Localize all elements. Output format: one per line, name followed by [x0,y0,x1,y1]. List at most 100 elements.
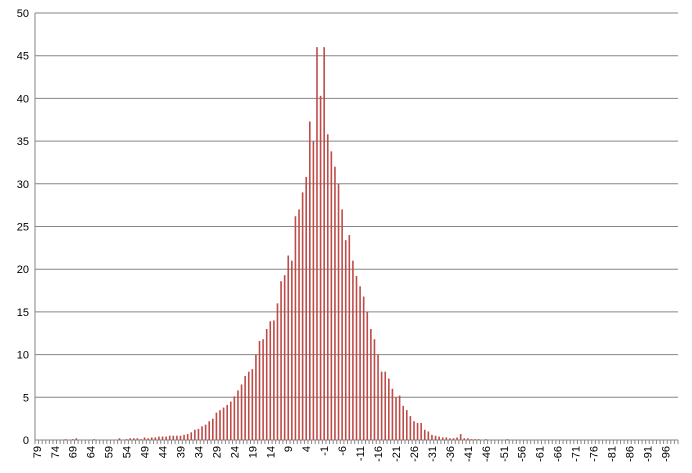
y-tick-label: 15 [17,307,29,319]
bar [280,281,282,440]
x-tick-label: -41 [463,446,475,462]
x-tick-label: 24 [229,446,241,458]
bar [395,397,397,440]
bar [391,388,394,440]
bar [319,95,322,440]
bar [255,354,257,440]
bar [452,438,455,440]
x-tick-label: 34 [193,446,205,458]
bar [438,436,440,440]
bar [348,235,351,440]
bar [431,434,433,440]
bar [485,439,487,440]
bar [456,437,458,440]
bar [132,438,135,440]
bar [215,412,218,440]
bar [208,421,211,440]
x-tick-label: 49 [140,446,152,458]
bar [416,422,419,440]
x-tick-label: -11 [355,446,367,461]
x-tick-label: 14 [265,446,277,458]
bar [355,276,358,440]
x-tick-label: 19 [247,446,259,458]
bar [219,410,221,440]
x-tick-label: -31 [427,446,439,462]
bar [334,166,336,440]
x-tick-label: -96 [660,446,672,462]
bar [136,438,139,440]
bar [154,437,157,440]
y-tick-label: 40 [17,93,29,105]
x-tick-label: 59 [104,446,116,458]
bar [398,395,401,440]
bar [477,439,480,440]
bar [384,371,387,440]
bar [298,209,300,440]
bar [229,401,232,440]
x-tick-label: -76 [589,446,601,462]
x-tick-label: -6 [337,446,349,456]
bar [251,369,254,440]
x-tick-label: -66 [553,446,565,462]
x-tick-label: -56 [517,446,529,462]
bar [258,340,261,440]
x-tick-label: -51 [499,446,511,462]
bar [158,436,160,440]
x-tick-label: 74 [50,446,62,458]
bar [370,328,372,440]
bar [222,407,225,440]
bar [352,260,354,440]
bar [201,426,203,440]
y-tick-label: 25 [17,222,29,234]
bar [276,303,279,440]
bar [176,435,178,440]
bar [75,438,78,440]
bar [125,439,128,440]
bar [212,418,214,440]
bar [474,439,476,440]
y-tick-label: 35 [17,136,29,148]
bar [273,320,275,440]
y-tick-label: 45 [17,51,29,63]
bar [233,396,236,440]
bar [168,435,171,440]
x-tick-label: -81 [607,446,619,462]
bar [143,437,146,440]
bar [93,439,96,440]
bar [344,240,347,440]
bar [294,216,297,440]
bar [423,429,426,440]
bar [449,438,451,440]
bar [71,439,74,440]
bar [183,434,185,440]
bar [359,286,361,440]
bar [388,378,390,440]
x-tick-label: -26 [409,446,421,462]
bar [301,192,304,440]
bar [309,121,311,440]
bar [305,176,308,440]
bar [420,422,422,440]
x-tick-label: 29 [211,446,223,458]
bar [226,404,228,440]
bar [373,339,376,440]
bar [291,260,293,440]
y-tick-label: 50 [17,8,29,20]
bar [129,438,131,440]
x-tick-label: 39 [175,446,187,458]
bar [409,416,412,440]
bar [445,437,448,440]
bar [459,434,462,440]
x-tick-label: -16 [373,446,385,462]
x-tick-label: -86 [625,446,637,462]
bar [64,439,67,440]
bar [197,428,200,440]
y-tick-label: 10 [17,350,29,362]
x-tick-label: 69 [68,446,80,458]
bar [247,371,250,440]
bar [240,384,243,440]
bar [269,321,272,440]
bar [330,151,333,440]
